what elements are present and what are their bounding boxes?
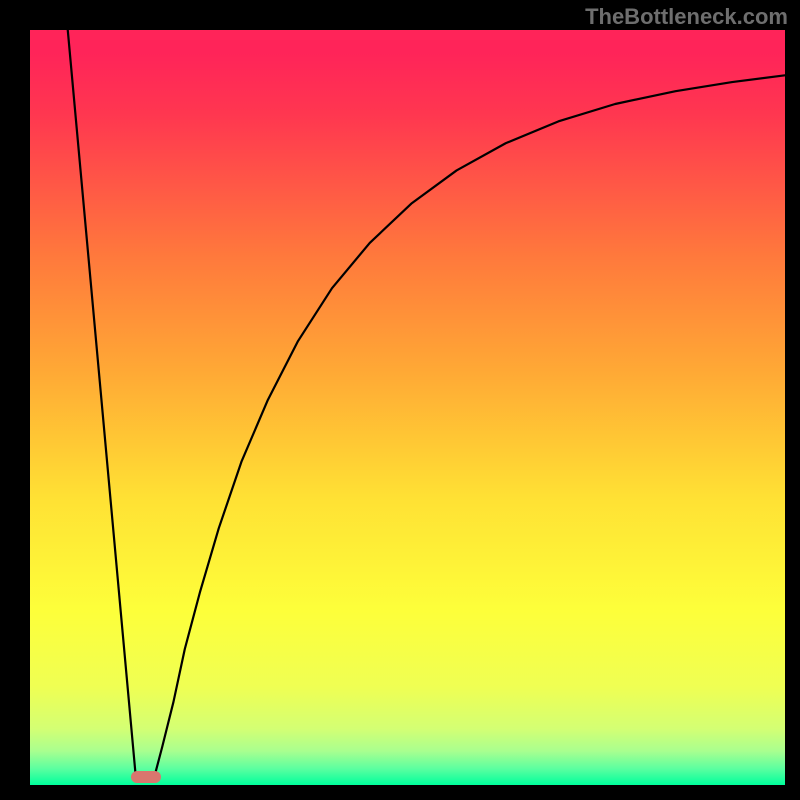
bottleneck-chart <box>30 30 785 785</box>
watermark-text: TheBottleneck.com <box>585 4 788 30</box>
optimal-point-marker <box>131 771 161 783</box>
gradient-background <box>30 30 785 785</box>
chart-container: TheBottleneck.com <box>0 0 800 800</box>
